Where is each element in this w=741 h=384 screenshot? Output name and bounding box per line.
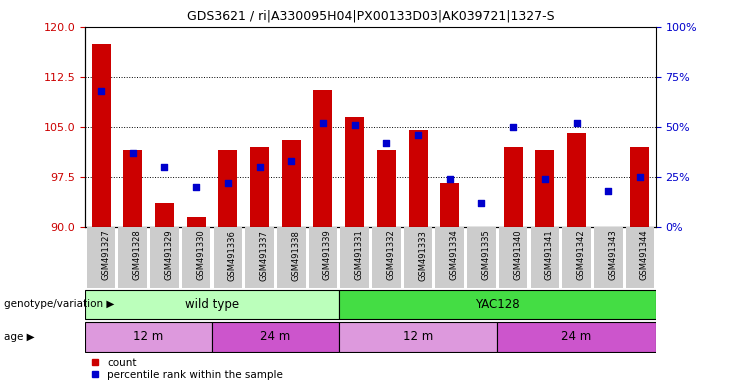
Bar [212, 322, 339, 352]
Point [317, 120, 329, 126]
Point [190, 184, 202, 190]
Text: GSM491337: GSM491337 [259, 230, 268, 280]
Bar [499, 227, 528, 288]
Bar [340, 227, 369, 288]
Point [571, 120, 582, 126]
Text: GSM491342: GSM491342 [576, 230, 585, 280]
Bar [187, 217, 206, 227]
Point [476, 200, 488, 206]
Point [380, 140, 392, 146]
Bar [436, 227, 464, 288]
Bar [119, 227, 147, 288]
Text: GSM491327: GSM491327 [101, 230, 110, 280]
Bar [213, 227, 242, 288]
Bar [345, 117, 364, 227]
Text: GSM491339: GSM491339 [323, 230, 332, 280]
Text: 12 m: 12 m [403, 331, 433, 343]
Bar [85, 290, 339, 319]
Point [507, 124, 519, 130]
Bar [567, 133, 586, 227]
Text: 24 m: 24 m [562, 331, 591, 343]
Text: GDS3621 / ri|A330095H04|PX00133D03|AK039721|1327-S: GDS3621 / ri|A330095H04|PX00133D03|AK039… [187, 10, 554, 23]
Bar [92, 43, 110, 227]
Text: GSM491331: GSM491331 [355, 230, 364, 280]
Bar [531, 227, 559, 288]
Text: 12 m: 12 m [133, 331, 164, 343]
Bar [372, 227, 401, 288]
Bar [440, 183, 459, 227]
Point [539, 175, 551, 182]
Bar [245, 227, 274, 288]
Bar [339, 322, 497, 352]
Point [444, 175, 456, 182]
Bar [87, 227, 116, 288]
Point [159, 164, 170, 170]
Bar [562, 227, 591, 288]
Text: GSM491335: GSM491335 [482, 230, 491, 280]
Point [412, 132, 424, 138]
Point [634, 174, 646, 180]
Legend: count, percentile rank within the sample: count, percentile rank within the sample [90, 358, 283, 380]
Bar [277, 227, 305, 288]
Text: GSM491344: GSM491344 [640, 230, 649, 280]
Text: GSM491343: GSM491343 [608, 230, 617, 280]
Bar [282, 140, 301, 227]
Text: genotype/variation ▶: genotype/variation ▶ [4, 299, 114, 310]
Text: GSM491330: GSM491330 [196, 230, 205, 280]
Bar [594, 227, 622, 288]
Bar [182, 227, 210, 288]
Bar [377, 150, 396, 227]
Bar [504, 147, 522, 227]
Bar [339, 290, 656, 319]
Text: GSM491334: GSM491334 [450, 230, 459, 280]
Bar [85, 322, 212, 352]
Bar [150, 227, 179, 288]
Bar [155, 203, 174, 227]
Bar [123, 150, 142, 227]
Text: GSM491336: GSM491336 [227, 230, 237, 280]
Bar [408, 130, 428, 227]
Bar [535, 150, 554, 227]
Point [349, 122, 361, 128]
Point [253, 164, 265, 170]
Text: GSM491328: GSM491328 [133, 230, 142, 280]
Bar [497, 322, 656, 352]
Bar [631, 147, 649, 227]
Text: wild type: wild type [185, 298, 239, 311]
Point [285, 157, 297, 164]
Point [222, 180, 233, 186]
Text: GSM491340: GSM491340 [513, 230, 522, 280]
Bar [250, 147, 269, 227]
Text: 24 m: 24 m [260, 331, 290, 343]
Point [95, 88, 107, 94]
Bar [467, 227, 496, 288]
Bar [313, 90, 333, 227]
Text: YAC128: YAC128 [475, 298, 519, 311]
Point [602, 187, 614, 194]
Bar [219, 150, 237, 227]
Point [127, 150, 139, 156]
Text: GSM491332: GSM491332 [386, 230, 396, 280]
Bar [404, 227, 432, 288]
Text: age ▶: age ▶ [4, 332, 34, 342]
Text: GSM491333: GSM491333 [418, 230, 427, 280]
Text: GSM491338: GSM491338 [291, 230, 300, 280]
Text: GSM491329: GSM491329 [165, 230, 173, 280]
Text: GSM491341: GSM491341 [545, 230, 554, 280]
Bar [309, 227, 337, 288]
Bar [625, 227, 654, 288]
